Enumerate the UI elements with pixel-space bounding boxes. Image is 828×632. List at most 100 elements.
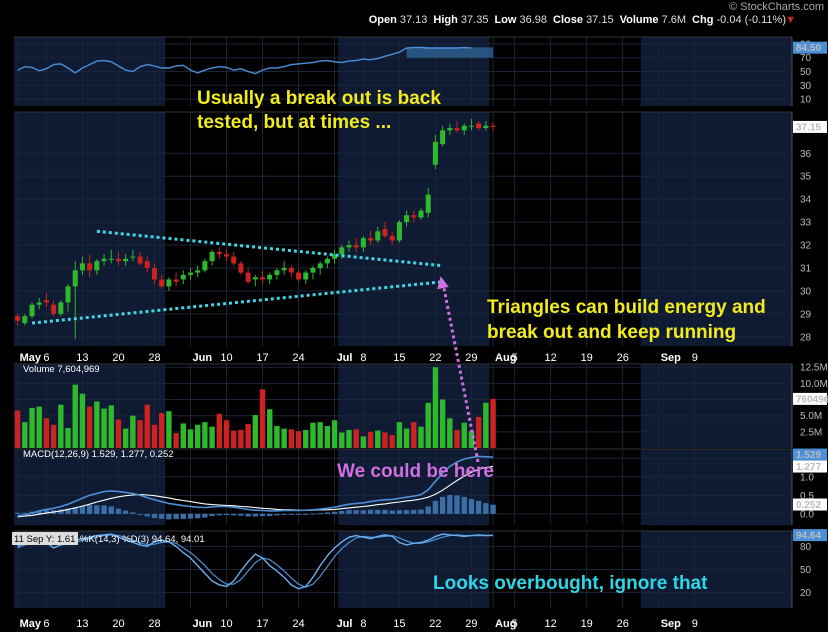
candle-body — [137, 256, 143, 264]
macd-histogram-bar — [389, 510, 395, 514]
date-label-bottom: 19 — [581, 618, 593, 630]
volume-bar — [29, 407, 35, 448]
candle-body — [22, 316, 28, 324]
macd-histogram-bar — [324, 512, 331, 514]
macd-histogram-bar — [238, 513, 244, 516]
month-shade — [640, 112, 792, 346]
macd-histogram-bar — [223, 513, 230, 515]
macd-last-value: 1.529 — [796, 450, 821, 461]
volume-bar — [339, 432, 345, 448]
candle-body — [375, 231, 381, 241]
volume-bar — [238, 429, 244, 448]
candle-body — [353, 245, 359, 248]
volume-last-value: 7604969 — [796, 394, 828, 405]
volume-bar — [382, 432, 388, 448]
volume-bar — [360, 436, 367, 448]
candle-body — [94, 261, 100, 271]
ohlc-value-chg: -0.04 (-0.11%) — [717, 14, 787, 26]
macd-hist-last-value: 0.252 — [796, 500, 821, 511]
macd-histogram-bar — [14, 512, 21, 514]
volume-bar — [158, 413, 165, 448]
price-tick: 28 — [800, 332, 812, 343]
macd-histogram-bar — [187, 513, 194, 519]
ohlc-value-low: 36.98 — [520, 14, 548, 26]
candle-body — [281, 268, 287, 271]
volume-bar — [245, 424, 251, 448]
price-tick: 29 — [800, 309, 812, 320]
macd-histogram-bar — [108, 506, 114, 514]
macd-histogram-bar — [468, 499, 475, 514]
volume-bar — [130, 415, 136, 448]
volume-bar — [173, 433, 179, 448]
macd-histogram-bar — [259, 513, 266, 517]
candle-body — [216, 251, 222, 255]
stoch-title: %K(14,3) %D(3) 94.64, 94.01 — [80, 534, 205, 545]
date-label-bottom: 22 — [429, 618, 441, 630]
ohlc-readout: Open 37.13 High 37.35 Low 36.98 Close 37.15… — [369, 14, 786, 26]
ohlc-label-volume: Volume — [620, 14, 662, 26]
volume-bar — [447, 418, 453, 448]
ohlc-value-close: 37.15 — [586, 14, 614, 26]
volume-bar — [151, 424, 158, 448]
macd-histogram-bar — [166, 513, 172, 520]
macd-histogram-bar — [58, 509, 64, 514]
date-label: 10 — [220, 352, 232, 364]
volume-bar — [223, 420, 230, 448]
price-last-value-box — [793, 120, 827, 133]
date-label: 12 — [545, 352, 557, 364]
macd-last-value-box — [793, 448, 827, 461]
volume-bar — [166, 411, 172, 448]
candle-body — [476, 123, 482, 129]
candle-body — [159, 279, 165, 287]
candle-body — [454, 128, 460, 131]
volume-bar — [216, 413, 223, 448]
volume-bar — [461, 422, 467, 448]
macd-histogram-bar — [447, 494, 453, 514]
ohlc-label-high: High — [433, 14, 461, 26]
volume-bar — [180, 423, 186, 448]
date-label-bottom: 13 — [76, 618, 88, 630]
date-label-bottom: 24 — [292, 618, 304, 630]
candle-body — [483, 125, 489, 129]
volume-tick: 12.5M — [800, 363, 828, 374]
candle-body — [296, 272, 302, 280]
price-tick: 31 — [800, 264, 812, 275]
candle-body — [87, 263, 93, 271]
annotations: Usually a break out is back tested, but … — [197, 88, 766, 594]
macd-histogram-bar — [411, 509, 417, 514]
macd-histogram-bar — [144, 513, 150, 517]
volume-bar — [490, 398, 496, 448]
grid-layer — [14, 36, 793, 608]
volume-bar — [331, 420, 338, 448]
candle-body — [36, 302, 42, 305]
candle-body — [151, 268, 157, 280]
macd-histogram-bar — [252, 513, 259, 517]
date-label-bottom: 5 — [512, 618, 518, 630]
macd-histogram-bar — [454, 495, 460, 514]
rsi-tick: 30 — [800, 81, 812, 92]
volume-bar — [396, 422, 403, 448]
rsi-line — [17, 46, 472, 75]
macd-tick: 1.0 — [800, 472, 814, 483]
rsi-tick: 50 — [800, 67, 812, 78]
volume-bar — [137, 420, 143, 448]
ohlc-label-open: Open — [369, 14, 400, 26]
date-label-bottom: 6 — [43, 618, 49, 630]
macd-histogram-bar — [137, 513, 143, 515]
candle-body — [260, 277, 266, 280]
down-arrow-icon: ▼ — [785, 14, 796, 26]
date-label: Aug — [495, 352, 516, 364]
date-label-bottom: 9 — [692, 618, 698, 630]
annotation-top-line2: tested, but at times ... — [197, 112, 391, 133]
volume-bar — [281, 428, 287, 448]
candle-body — [346, 245, 352, 248]
stoch-tick: 50 — [800, 565, 812, 576]
macd-histogram-bar — [274, 513, 280, 516]
macd-histogram-bar — [151, 513, 158, 518]
macd-histogram-bar — [72, 507, 78, 514]
candle-body — [231, 256, 237, 264]
candle-body — [418, 210, 424, 218]
candle-body — [360, 238, 366, 248]
volume-bar — [43, 418, 50, 448]
